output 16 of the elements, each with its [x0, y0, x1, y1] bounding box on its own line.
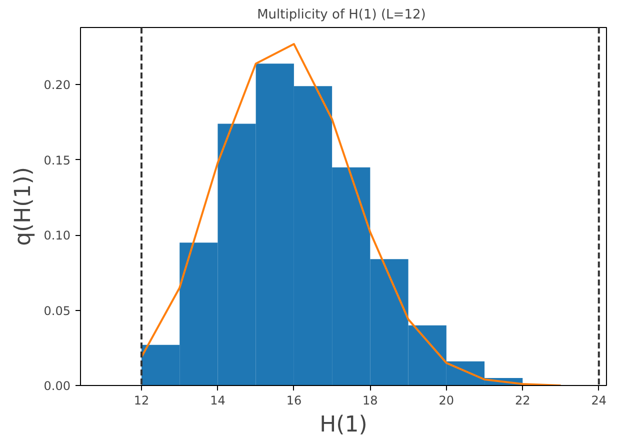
y-axis-title: q(H(1)) — [10, 167, 36, 246]
y-tick-label: 0.00 — [44, 379, 70, 393]
x-axis-title: H(1) — [320, 412, 368, 438]
y-tick-label: 0.20 — [44, 78, 70, 92]
y-tick-label: 0.10 — [44, 228, 70, 243]
x-tick-label: 12 — [134, 394, 150, 408]
x-tick-label: 16 — [286, 394, 302, 408]
y-tick-label: 0.05 — [44, 304, 70, 318]
y-tick-label: 0.15 — [44, 153, 70, 168]
x-tick-label: 14 — [210, 394, 226, 408]
x-tick-label: 18 — [362, 394, 378, 408]
line-series — [140, 43, 562, 386]
x-tick-label: 24 — [591, 394, 607, 408]
chart-title: Multiplicity of H(1) (L=12) — [257, 8, 426, 22]
x-tick-label: 20 — [438, 394, 454, 408]
x-tick-label: 22 — [515, 394, 530, 408]
